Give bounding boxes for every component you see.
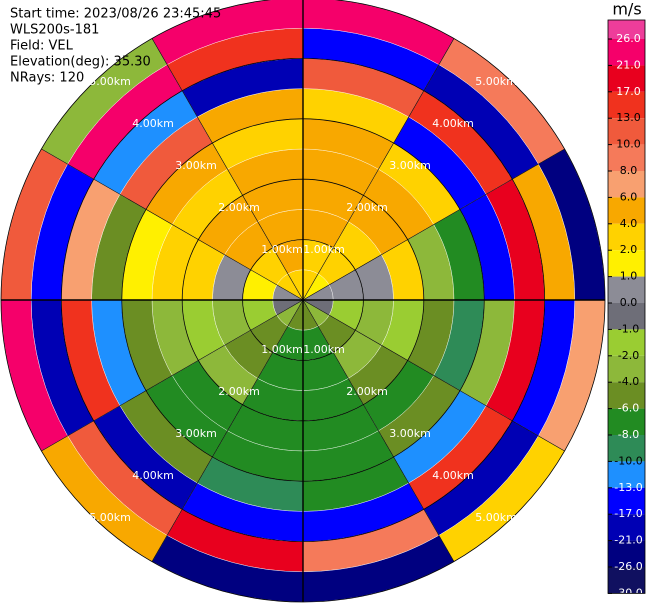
range-label: 4.00km [132,469,174,482]
range-ring [60,57,546,543]
colorbar-segment [608,65,645,92]
colorbar-tick-label: 6.0 [620,190,638,203]
range-label: 2.00km [218,385,260,398]
range-label: 5.00km [475,75,517,88]
colorbar-segment [608,39,645,66]
colorbar-segment [608,223,645,251]
colorbar-tick-label: 0.0 [620,296,638,309]
header-line: NRays: 120 [10,71,84,86]
range-label: 4.00km [432,469,474,482]
colorbar-tick-label: 13.0 [616,111,641,124]
colorbar-segment [608,250,645,277]
colorbar-tick-label: -10.0 [614,454,642,467]
range-label: 1.00km [261,343,303,356]
range-label: 3.00km [175,427,217,440]
range-ring [181,178,425,422]
range-ring [0,0,606,603]
colorbar-tick-label: -13.0 [614,481,642,494]
spoke [41,299,304,452]
header-line: Field: VEL [10,39,74,54]
range-label: 1.00km [261,243,303,256]
colorbar-segment [608,276,645,303]
spoke [302,148,565,301]
range-label: 1.00km [303,243,345,256]
spoke [151,299,304,562]
colorbar-tick-label: -8.0 [618,428,639,441]
range-label: 5.00km [475,511,517,524]
colorbar-tick-label: 17.0 [616,85,641,98]
colorbar-segment [608,435,645,462]
colorbar-segment [608,91,645,119]
range-label: 2.00km [346,201,388,214]
colorbar-tick-label: -1.0 [618,322,639,335]
colorbar-tick-label: 21.0 [616,58,641,71]
header-line: WLS200s-181 [10,23,99,38]
range-label: 3.00km [389,427,431,440]
colorbar-tick-label: 8.0 [620,164,638,177]
colorbar-segment [608,118,645,145]
range-label: 5.00km [89,75,131,88]
colorbar-tick-label: -6.0 [618,402,639,415]
colorbar-tick-label: -2.0 [618,349,639,362]
colorbar-segment [608,540,645,567]
colorbar-segment [608,487,645,515]
colorbar-segment [608,355,645,383]
colorbar-segment [608,514,645,541]
colorbar-frame [607,19,646,594]
range-label: 5.00km [89,511,131,524]
colorbar-segment [608,329,645,356]
colorbar-segment [608,144,645,171]
colorbar-tick-label: -17.0 [614,507,642,520]
range-label: 1.00km [303,343,345,356]
range-label: 3.00km [389,159,431,172]
header-line: Elevation(deg): 35.30 [10,55,151,70]
colorbar-tick-label: 26.0 [616,32,641,45]
spoke [151,38,304,301]
colorbar-tick-label: 4.0 [620,217,638,230]
colorbar-tick-label: -4.0 [618,375,639,388]
colorbar-tick-label: -26.0 [614,560,642,573]
range-label: 3.00km [175,159,217,172]
spoke [302,299,455,562]
range-label: 2.00km [346,385,388,398]
colorbar-title: m/s [612,0,641,19]
spoke [302,299,565,452]
colorbar-segment [608,461,645,488]
radar-field [0,0,606,603]
range-label: 4.00km [432,117,474,130]
colorbar-segment [608,197,645,224]
header-line: Start time: 2023/08/26 23:45:45 [10,7,221,22]
colorbar-tick-label: 1.0 [620,270,638,283]
range-ring [242,239,364,361]
colorbar-segment [608,382,645,409]
colorbar-segment [608,171,645,198]
colorbar-segment [608,303,645,330]
range-label: 4.00km [132,117,174,130]
spoke [41,148,304,301]
colorbar-segment [608,567,645,594]
colorbar-segment [608,408,645,435]
spoke [302,38,455,301]
colorbar-tick-label: -21.0 [614,534,642,547]
colorbar-tick-label: -30.0 [614,586,642,599]
colorbar-segment [608,20,645,39]
range-label: 2.00km [218,201,260,214]
colorbar-tick-label: 2.0 [620,243,638,256]
range-ring [121,118,485,482]
colorbar-tick-label: 10.0 [616,138,641,151]
